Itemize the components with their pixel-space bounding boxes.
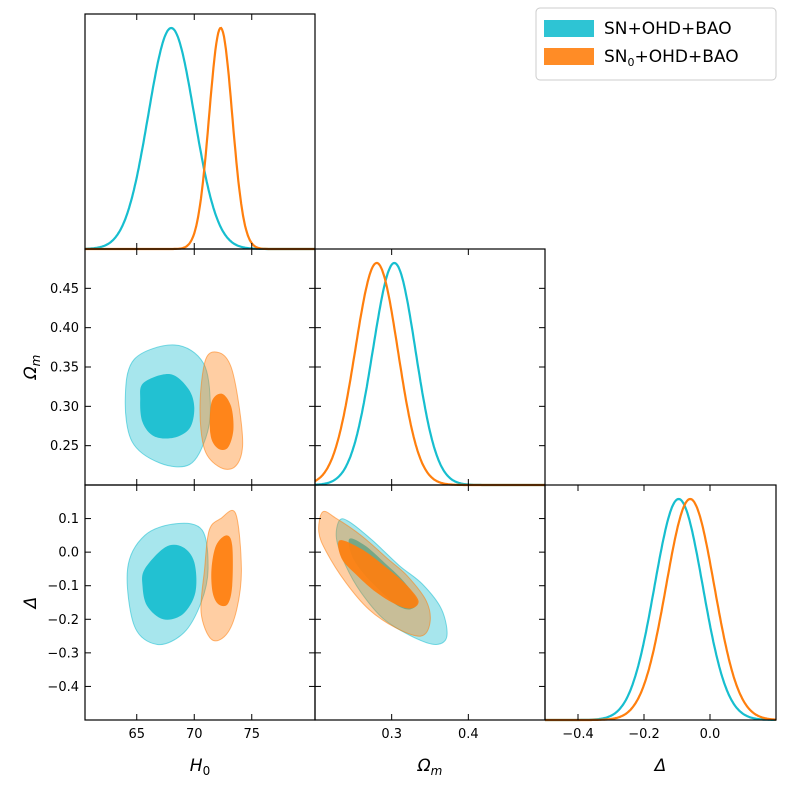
tick-labels-layer: 65 70 75 0.3 0.4 −0.4 −0.2 0.0 0.25 0.30 0.35 0.40 0…	[47, 282, 720, 742]
contour-panel-omega-m-delta	[318, 510, 448, 646]
legend-box	[535, 7, 777, 81]
y-tick-label: 0.40	[50, 321, 79, 336]
marginal-panel-h0	[85, 26, 315, 251]
legend-label-1: SN+OHD+BAO	[604, 19, 732, 39]
panel-frame-2-2	[544, 484, 777, 721]
legend: SN+OHD+BAO SN0+OHD+BAO	[535, 7, 777, 81]
y-tick-label: −0.3	[47, 646, 79, 661]
x-tick-label: 0.4	[458, 727, 479, 742]
x-tick-label: 0.3	[381, 727, 402, 742]
legend-swatch-2	[544, 48, 594, 65]
marginal-curve-series-2	[545, 497, 776, 722]
marginal-curve-series-2	[85, 26, 315, 251]
x-axis-label-delta: Δ	[653, 756, 667, 776]
y-axis-label-delta: Δ	[21, 597, 41, 611]
ticks-layer	[85, 14, 711, 720]
contour-panel-h0-omega-m	[124, 344, 244, 470]
marginal-curve-series-1	[315, 261, 545, 487]
y-tick-label: 0.0	[58, 546, 79, 561]
contour-68-series-1	[142, 544, 197, 620]
y-tick-label: −0.4	[47, 680, 79, 695]
x-axis-label-omega-m: Ωm	[417, 756, 443, 778]
marginal-curve-series-1	[85, 26, 315, 251]
x-tick-label: −0.2	[628, 727, 660, 742]
marginal-panel-omega-m	[314, 261, 545, 487]
x-tick-label: −0.4	[562, 727, 594, 742]
axis-labels-layer: H0 Ωm Δ Ωm Δ	[21, 355, 666, 778]
y-tick-label: 0.1	[58, 512, 79, 527]
x-tick-label: 0.0	[700, 727, 721, 742]
marginal-curve-series-2	[314, 261, 545, 487]
x-axis-label-h0: H0	[190, 756, 210, 778]
contours-layer	[124, 344, 448, 646]
y-tick-label: 0.45	[50, 282, 79, 297]
contour-68-series-2	[338, 540, 419, 609]
legend-swatch-1	[544, 20, 594, 37]
contour-68-series-2	[211, 535, 233, 607]
y-axis-label-omega-m: Ωm	[21, 355, 43, 381]
contour-panel-h0-delta	[126, 509, 242, 646]
x-tick-label: 65	[128, 727, 145, 742]
y-tick-label: 0.30	[50, 400, 79, 415]
x-tick-label: 75	[243, 727, 260, 742]
y-tick-label: −0.1	[47, 579, 79, 594]
y-tick-label: 0.35	[50, 361, 79, 376]
legend-label-2: SN0+OHD+BAO	[604, 47, 739, 69]
y-tick-label: −0.2	[47, 613, 79, 628]
marginal-curve-series-1	[545, 497, 776, 722]
marginal-panel-delta	[545, 497, 776, 722]
panel-frame-0-0	[84, 13, 316, 250]
contour-68-series-1	[140, 373, 195, 439]
x-tick-label: 70	[186, 727, 203, 742]
contour-68-series-2	[209, 393, 234, 451]
y-tick-label: 0.25	[50, 439, 79, 454]
panel-frame-1-1	[314, 248, 546, 486]
